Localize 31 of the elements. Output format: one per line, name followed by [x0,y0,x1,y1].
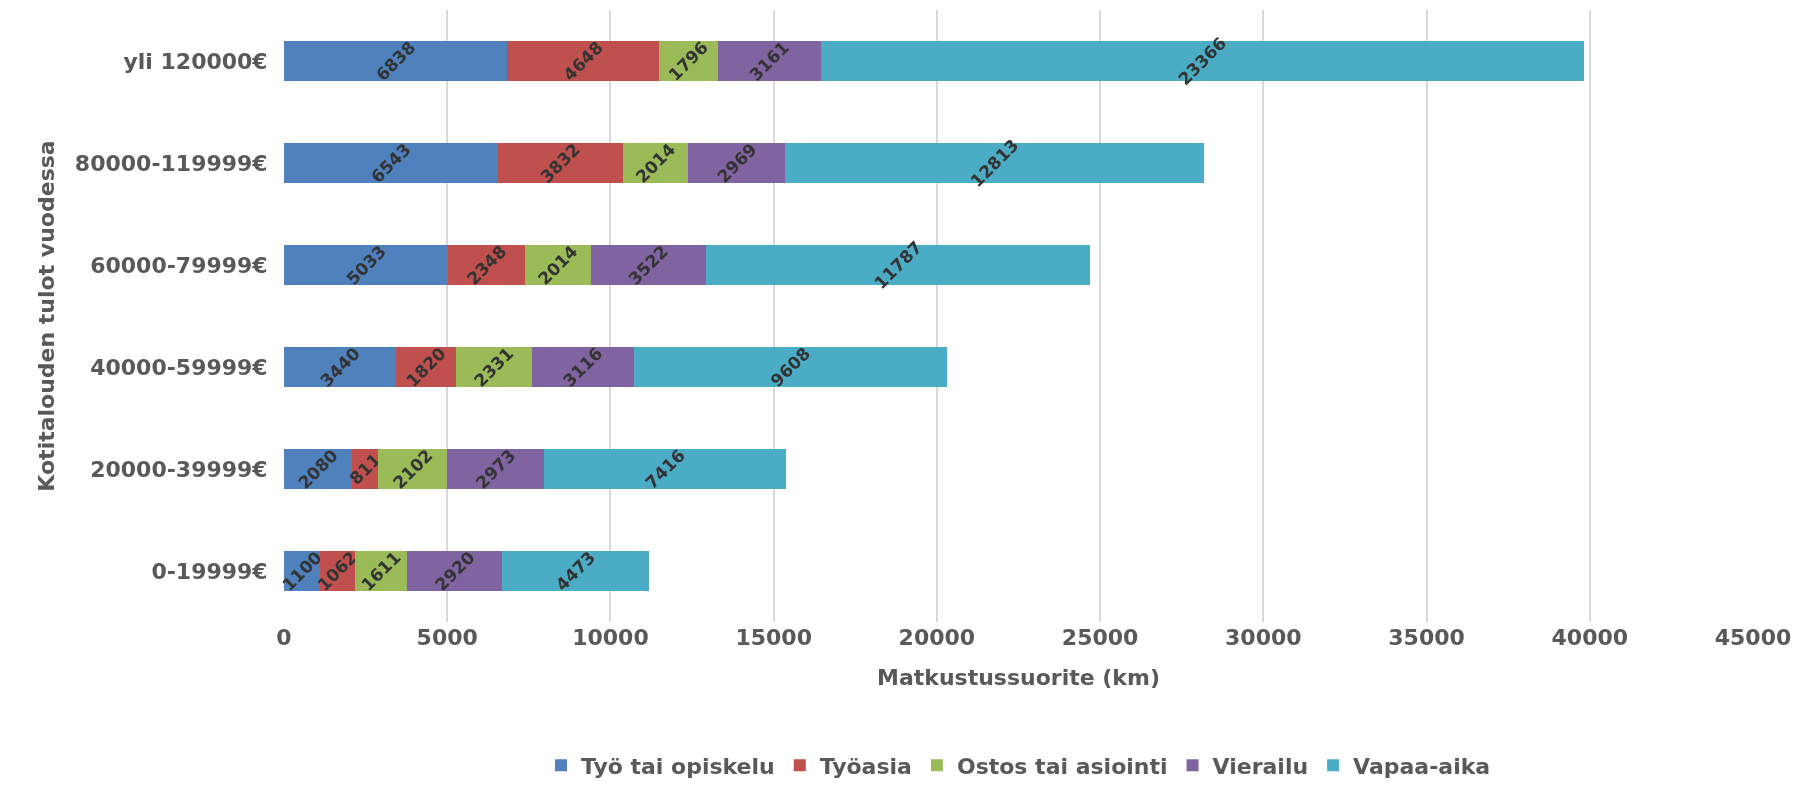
legend-label: Vapaa-aika [1353,753,1491,779]
bar [633,346,948,388]
legend-label: Vierailu [1212,753,1309,779]
x-tick-label: 15000 [735,625,812,650]
legend-label: Työasia [819,753,912,779]
x-axis-title: Matkustussuorite (km) [877,664,1160,690]
x-tick-label: 5000 [416,625,478,650]
bar [284,40,508,82]
y-tick-label: 60000-79999€ [90,252,283,278]
x-tick-label: 35000 [1388,625,1465,650]
x-tick-label: 20000 [898,625,976,650]
x-tick-label: 25000 [1061,625,1139,650]
bar [544,448,787,490]
y-tick-label: 80000-119999€ [74,150,283,176]
x-tick-label: 0 [276,625,292,650]
y-tick-label: 20000-39999€ [90,456,283,482]
x-tick-label: 45000 [1714,625,1792,650]
legend-label: Ostos tai asiointi [956,753,1168,779]
x-tick-label: 10000 [572,625,649,650]
y-axis-title: Kotitalouden tulot vuodessa [33,140,59,492]
bar [284,244,449,286]
bar [502,550,649,592]
y-tick-label: 0-19999€ [151,558,268,584]
legend-label: Työ tai opiskelu [581,753,775,779]
bar [497,142,623,184]
x-tick-label: 30000 [1225,625,1302,650]
x-tick-label: 40000 [1551,625,1629,650]
bar [507,40,659,82]
y-tick-label: yli 120000€ [123,48,283,74]
bar [284,142,498,184]
y-tick-label: 40000-59999€ [90,354,283,380]
